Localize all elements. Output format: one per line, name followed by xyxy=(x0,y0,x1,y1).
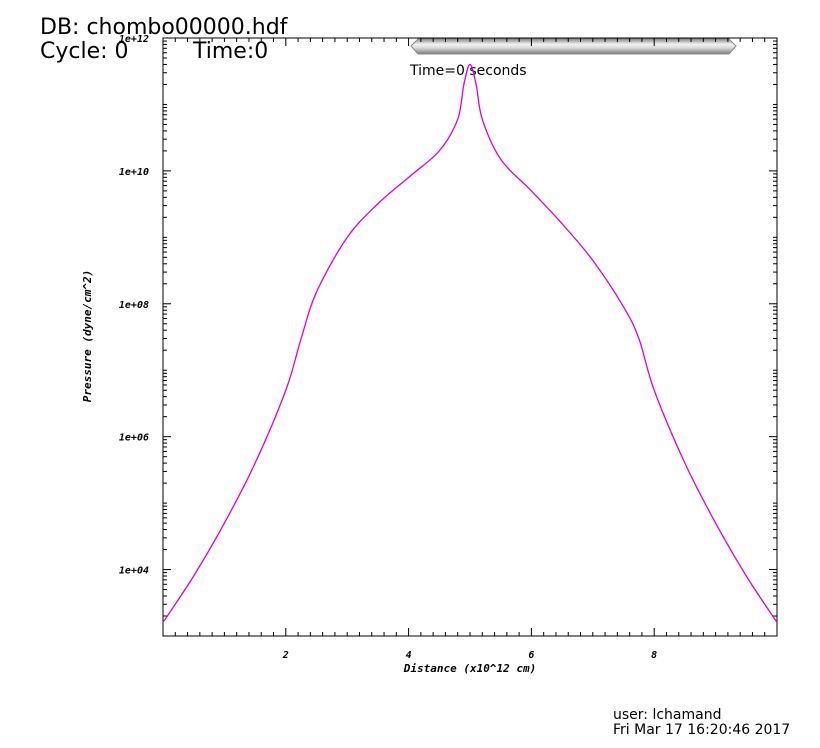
y-axis-title: Pressure (dyne/cm^2) xyxy=(81,270,94,402)
data-series xyxy=(162,63,778,623)
y-tick-label: 1e+08 xyxy=(119,300,149,311)
series-line xyxy=(162,63,778,623)
x-tick-label: 2 xyxy=(282,650,289,661)
footer-date: Fri Mar 17 16:20:46 2017 xyxy=(613,722,791,738)
database-label: DB: chombo00000.hdf xyxy=(40,15,288,40)
x-axis-title: Distance (x10^12 cm) xyxy=(403,662,536,675)
y-axis-tick-labels: 1e+04 1e+06 1e+08 1e+10 1e+12 xyxy=(119,34,149,577)
x-axis-ticks xyxy=(174,38,766,636)
x-axis-tick-labels: 2 4 6 8 xyxy=(282,650,657,661)
y-tick-label: 1e+06 xyxy=(119,433,149,444)
y-tick-label: 1e+10 xyxy=(119,167,149,178)
time-slider-label: Time=0 seconds xyxy=(409,63,527,79)
time-slider: Time=0 seconds xyxy=(409,38,737,79)
y-tick-label: 1e+12 xyxy=(119,34,149,45)
x-tick-label: 6 xyxy=(528,650,534,661)
cycle-label: Cycle: 0 xyxy=(40,39,129,64)
y-tick-label: 1e+04 xyxy=(119,566,149,577)
plot-frame xyxy=(162,37,778,637)
time-slider-bar xyxy=(410,38,737,55)
x-tick-label: 8 xyxy=(651,650,657,661)
y-axis-ticks xyxy=(163,40,777,637)
time-label: Time:0 xyxy=(193,39,269,64)
x-tick-label: 4 xyxy=(406,650,412,661)
footer-user: user: lchamand xyxy=(613,707,722,723)
